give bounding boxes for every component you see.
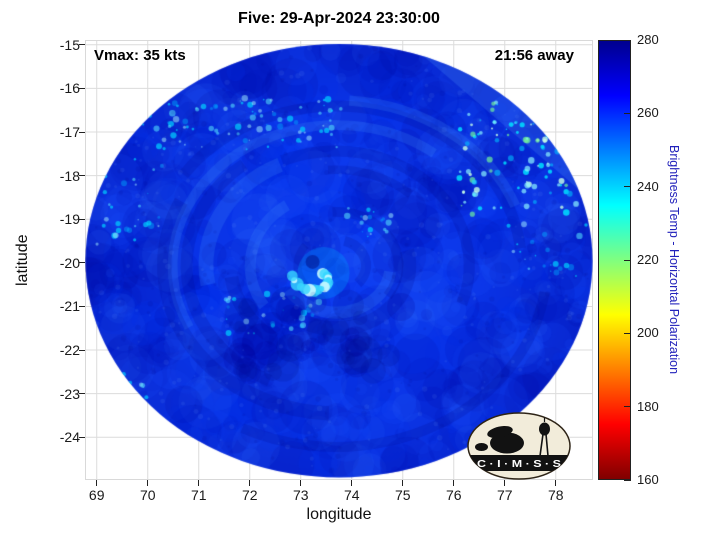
y-tick-label: -15 [59,36,80,53]
x-axis-label: longitude [306,506,372,523]
storm-swath-canvas [85,40,593,480]
tick-mark [79,436,85,438]
y-tick-label: -16 [59,80,80,97]
colorbar-tick-label: 220 [637,252,659,267]
tick-mark [624,479,631,481]
tick-mark [79,349,85,351]
tick-mark [504,480,506,486]
cimss-logo: C · I · M · S · S [467,412,571,480]
y-tick-label: -18 [59,167,80,184]
x-tick-label: 70 [139,487,156,503]
tick-mark [351,480,353,486]
tick-mark [624,186,631,188]
tick-mark [79,131,85,133]
x-tick-label: 69 [88,487,105,503]
x-tick-label: 76 [445,487,462,503]
x-tick-label: 71 [190,487,207,503]
colorbar-tick-label: 160 [637,472,659,487]
x-tick-label: 77 [496,487,513,503]
tick-mark [624,39,631,41]
tick-mark [79,44,85,46]
tick-mark [79,218,85,220]
tick-mark [79,262,85,264]
x-tick-label: 73 [292,487,309,503]
tick-mark [79,87,85,89]
y-tick-label: -24 [59,429,80,446]
colorbar-tick-label: 240 [637,178,659,194]
colorbar-tick-label: 260 [637,105,659,121]
x-tick-label: 75 [394,487,411,503]
logo-band [468,455,570,471]
y-tick-label: -22 [59,342,80,359]
tick-mark [453,480,455,486]
y-tick-label: -20 [59,254,80,271]
tick-mark [624,406,631,408]
y-axis-label: latitude [14,234,31,286]
tick-mark [624,112,631,114]
y-tick-label: -23 [59,385,80,402]
logo-tower-legs-icon [539,433,549,457]
chart-title: Five: 29-Apr-2024 23:30:00 [238,10,440,27]
y-tick-label: -21 [59,298,80,315]
colorbar-tick-label: 200 [637,325,659,341]
y-tick-label: -17 [59,124,80,140]
vmax-annotation: Vmax: 35 kts [94,47,186,64]
tick-mark [198,480,200,486]
x-tick-label: 78 [547,487,564,503]
tick-mark [96,480,98,486]
tick-mark [79,393,85,395]
tick-mark [249,480,251,486]
tick-mark [79,305,85,307]
colorbar-tick-label: 280 [637,32,659,47]
logo-tower-tank-icon [539,422,550,436]
logo-dish-top-icon [487,425,513,439]
x-tick-label: 74 [343,487,360,503]
logo-text: C · I · M · S · S [477,458,561,470]
y-tick-label: -19 [59,211,80,228]
time-away-annotation: 21:56 away [494,47,574,64]
tick-mark [624,332,631,334]
tick-mark [300,480,302,486]
tick-mark [624,259,631,261]
tick-mark [79,175,85,177]
tick-mark [147,480,149,486]
x-tick-label: 72 [241,487,258,503]
colorbar-label: Brightness Temp - Horizontal Polarizatio… [667,145,681,375]
tick-mark [402,480,404,486]
tick-mark [555,480,557,486]
colorbar-tick-label: 180 [637,398,659,414]
logo-dish-small-icon [475,443,488,451]
